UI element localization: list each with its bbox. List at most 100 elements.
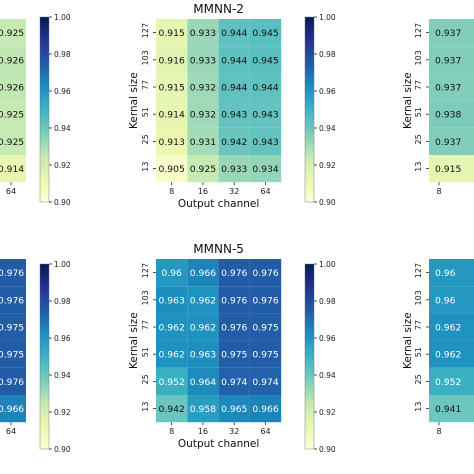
colorbar-band (40, 109, 49, 114)
cell-label: 0.925 (0, 28, 24, 39)
colorbar-band (305, 341, 314, 345)
colorbar-band (40, 353, 49, 358)
heatmap-cell (218, 155, 250, 183)
cell-label: 0.943 (221, 110, 247, 121)
colorbar-band (40, 371, 49, 376)
cell-label: 0.965 (221, 404, 247, 415)
y-tick-label: 127 (414, 23, 423, 38)
colorbar-band (305, 307, 314, 311)
heatmap-cell (187, 19, 219, 47)
colorbar-band (40, 149, 49, 154)
y-tick-label: 25 (141, 374, 150, 384)
cell-label: 0.964 (190, 377, 216, 388)
colorbar-band (305, 165, 314, 169)
colorbar-band (305, 344, 314, 348)
colorbar-band (305, 288, 314, 293)
y-tick-label: 25 (414, 374, 423, 384)
cell-label: 0.975 (252, 350, 278, 361)
colorbar-band (305, 17, 314, 21)
colorbar-band (40, 189, 49, 194)
y-tick-label: 77 (414, 80, 423, 90)
colorbar-band (305, 338, 314, 342)
colorbar-frame (304, 16, 315, 203)
colorbar-band (40, 115, 49, 120)
cell-label: 0.96 (435, 268, 456, 279)
colorbar-band (305, 124, 314, 129)
panel-title: MMNN-5 (193, 242, 244, 256)
colorbar-band (305, 424, 314, 429)
colorbar-band (305, 439, 314, 444)
heatmap-cell (429, 100, 474, 128)
colorbar-band (40, 152, 49, 157)
x-tick-label: 8 (169, 427, 174, 436)
colorbar-band (305, 155, 314, 160)
colorbar-band (305, 405, 314, 410)
colorbar-band (305, 78, 314, 83)
colorbar-band (305, 390, 314, 395)
colorbar-band (305, 294, 314, 299)
colorbar-band (40, 319, 49, 324)
heatmap-cell (429, 73, 474, 101)
heatmap-cell (0, 340, 26, 368)
colorbar-band (40, 365, 49, 370)
colorbar-frame (304, 263, 315, 450)
colorbar-band (305, 121, 314, 126)
colorbar-tick-label: 0.96 (54, 87, 71, 96)
heatmap-cell (218, 19, 250, 47)
heatmap-cell (218, 395, 250, 423)
heatmap-cell (156, 313, 188, 341)
colorbar-band (40, 375, 49, 379)
colorbar-band (305, 198, 314, 203)
y-axis-label: Kernal size (402, 312, 414, 369)
cell-label: 0.976 (221, 268, 247, 279)
colorbar-band (40, 301, 49, 305)
colorbar-band (40, 297, 49, 302)
colorbar-band (40, 445, 49, 450)
colorbar-band (40, 100, 49, 104)
colorbar-band (40, 47, 49, 52)
colorbar-band (305, 54, 314, 58)
cell-label: 0.963 (158, 295, 184, 306)
cell-label: 0.915 (158, 28, 184, 39)
heatmap-cell (187, 73, 219, 101)
colorbar-band (305, 399, 314, 404)
y-tick-label: 13 (414, 162, 423, 172)
heatmap-cell (218, 367, 250, 395)
colorbar-band (305, 316, 314, 321)
heatmap-cell (249, 286, 282, 314)
colorbar-band (305, 100, 314, 104)
colorbar-band (305, 310, 314, 314)
colorbar-band (40, 402, 49, 407)
y-tick-label: 103 (141, 50, 150, 65)
colorbar-band (305, 353, 314, 358)
x-tick-label: 32 (229, 427, 239, 436)
colorbar-band (305, 267, 314, 271)
x-tick-label: 16 (198, 187, 208, 196)
colorbar-tick-label: 0.98 (319, 50, 336, 59)
partial-panel-right-1: 0.96 0.96 0.962 0.962 0.952 0.941 127 103 77 51 25… (402, 259, 474, 436)
cell-label: 0.944 (252, 83, 278, 94)
colorbar-band (305, 384, 314, 388)
colorbar-band (40, 350, 49, 355)
heatmap-cell (156, 19, 188, 47)
heatmap-cell (156, 46, 188, 74)
y-tick-label: 25 (141, 134, 150, 144)
colorbar-band (40, 112, 49, 117)
colorbar-band (305, 322, 314, 327)
colorbar-band (305, 430, 314, 435)
colorbar-band (40, 131, 49, 135)
colorbar-band (40, 165, 49, 169)
colorbar-band (305, 115, 314, 120)
heatmap-cell (156, 395, 188, 423)
partial-panel-right-0: 0.937 0.937 0.937 0.938 0.937 0.915 127 103 77 51… (402, 19, 474, 196)
colorbar-band (40, 270, 49, 274)
x-tick-label: 64 (6, 187, 16, 196)
x-tick-label: 64 (6, 427, 16, 436)
colorbar-band (305, 118, 314, 123)
colorbar-band (40, 322, 49, 327)
colorbar-band (305, 32, 314, 37)
heatmap-cell (429, 340, 474, 368)
y-tick-label: 103 (414, 50, 423, 65)
colorbar-band (40, 161, 49, 166)
colorbar-band (40, 66, 49, 71)
